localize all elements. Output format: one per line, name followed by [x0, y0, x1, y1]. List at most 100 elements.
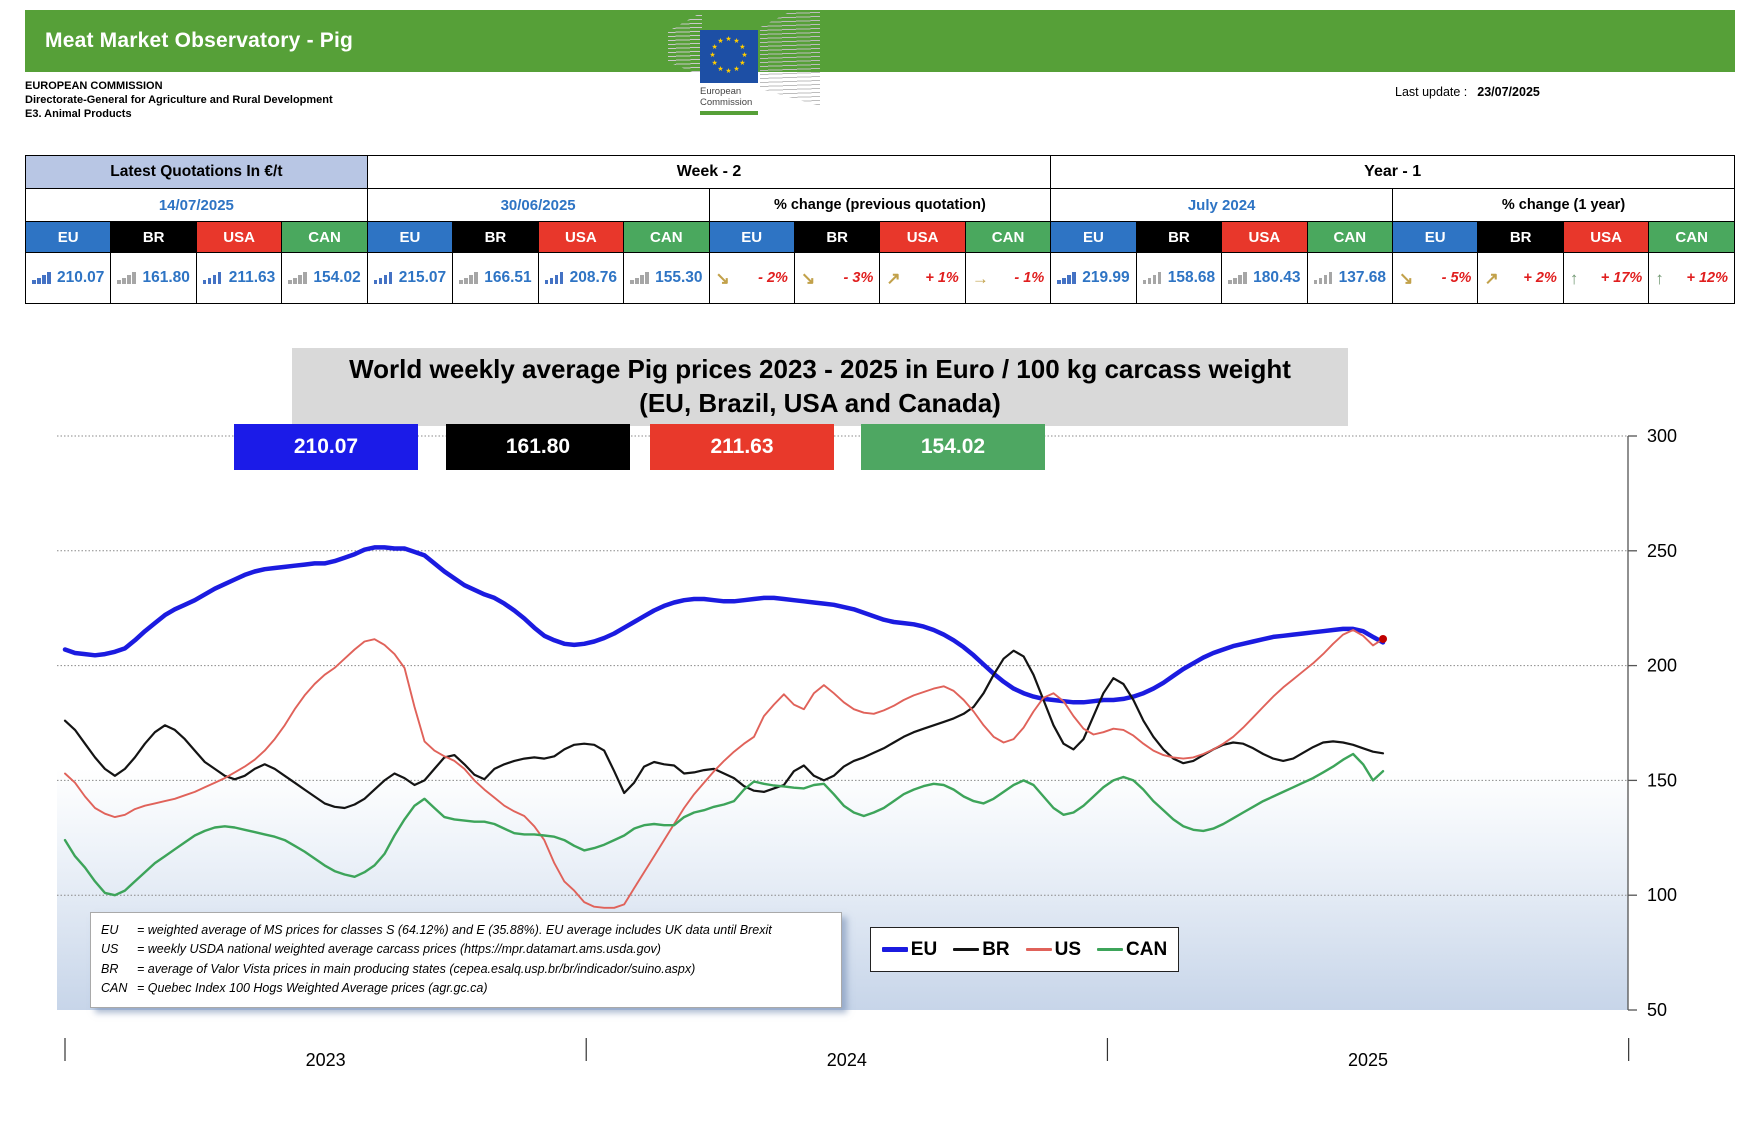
logo-underline: [700, 111, 758, 115]
legend-item-br: BR: [953, 938, 1010, 961]
footnote-row: BR = average of Valor Vista prices in mai…: [101, 960, 831, 979]
legend-item-can: CAN: [1097, 939, 1167, 961]
country-header-can: CAN: [623, 221, 710, 253]
legend-label: CAN: [1126, 938, 1168, 960]
bar-icon-segment: [373, 280, 378, 284]
percent-change-value: + 12%: [1686, 270, 1728, 286]
quote-cell-content: 137.68: [1309, 269, 1391, 287]
country-header-usa: USA: [879, 221, 966, 253]
eu-star-icon: ★: [717, 65, 724, 73]
quote-cell: 154.02: [281, 252, 368, 304]
country-header-can: CAN: [1648, 221, 1735, 253]
legend-line-swatch: [881, 947, 908, 952]
y-axis-label: 150: [1647, 770, 1677, 790]
footnote-text: = weekly USDA national weighted average …: [137, 942, 661, 957]
bar-icon-segment: [645, 272, 649, 284]
country-header-can: CAN: [1306, 221, 1394, 253]
bar-icon-segment: [474, 272, 478, 284]
bar-icon-segment: [1228, 280, 1232, 284]
bar-icon-segment: [288, 280, 292, 284]
sub-header: 30/06/2025: [366, 188, 710, 222]
mini-bar-chart-icon: [373, 272, 393, 284]
price-badge-usa: 211.63: [650, 424, 834, 470]
quote-cell: 166.51: [452, 252, 539, 304]
quote-cell-content: 219.99: [1052, 269, 1134, 287]
quote-cell: 161.80: [110, 252, 197, 304]
bar-icon-segment: [388, 272, 393, 284]
country-header-eu: EU: [24, 221, 112, 253]
bar-icon-segment: [122, 278, 126, 284]
legend-label: US: [1054, 938, 1082, 960]
quote-value: 154.02: [313, 269, 361, 286]
quote-cell: ↗ + 2%: [1477, 252, 1564, 304]
arrow-up-green-icon: ↑: [1569, 268, 1579, 288]
quote-cell-content: ↘ - 5%: [1394, 270, 1476, 287]
footnote-abbr: BR: [101, 961, 119, 976]
footnote-text: = Quebec Index 100 Hogs Weighted Average…: [137, 981, 488, 996]
quote-cell: 180.43: [1221, 252, 1308, 304]
legend-item-eu: EU: [881, 939, 937, 961]
y-axis-label: 250: [1647, 541, 1677, 561]
mini-bar-chart-icon: [288, 272, 307, 284]
chart-title-line1: World weekly average Pig prices 2023 - 2…: [349, 354, 1291, 384]
quote-cell: 211.63: [195, 252, 283, 304]
last-update: Last update : 23/07/2025: [1395, 85, 1540, 99]
bar-icon-segment: [549, 278, 554, 284]
quote-cell: 210.07: [24, 252, 112, 304]
mini-bar-chart-icon: [544, 272, 564, 284]
country-header-br: BR: [110, 221, 197, 253]
mini-bar-chart-icon: [32, 272, 51, 284]
percent-change-value: - 5%: [1441, 270, 1472, 286]
mini-bar-chart-icon: [117, 272, 136, 284]
european-commission-logo: ★ ★ ★ ★ ★ ★ ★ ★ ★ ★ ★ ★ European Commission: [662, 8, 832, 120]
footnote-text: = average of Valor Vista prices in main …: [137, 961, 696, 976]
eu-star-icon: ★: [711, 44, 718, 51]
legend-line-swatch: [1025, 948, 1052, 951]
quote-cell-content: ↘ - 2%: [711, 270, 793, 287]
eu-star-icon: ★: [739, 44, 746, 51]
mini-bar-chart-icon: [1228, 272, 1247, 284]
quote-value: 155.30: [655, 269, 703, 286]
bar-icon-segment: [217, 272, 222, 284]
country-header-br: BR: [1477, 221, 1564, 253]
bar-icon-segment: [383, 275, 388, 284]
quote-cell: 208.76: [537, 252, 625, 304]
footnote-abbr: CAN: [101, 981, 128, 996]
country-header-usa: USA: [1562, 221, 1650, 253]
eu-star-icon: ★: [709, 52, 716, 59]
footnote-abbr: US: [101, 942, 119, 957]
bar-icon-segment: [554, 275, 559, 284]
bar-icon-segment: [1157, 272, 1162, 284]
country-header-can: CAN: [964, 221, 1052, 253]
quote-cell: 155.30: [623, 252, 710, 304]
last-update-label: Last update :: [1395, 85, 1468, 99]
legend-line-swatch: [1097, 948, 1124, 951]
y-axis-label: 50: [1647, 1000, 1667, 1020]
arrow-right-icon: →: [971, 268, 989, 288]
legend-label: BR: [982, 938, 1010, 960]
quote-cell: ↑ + 17%: [1562, 252, 1650, 304]
quote-cell-content: 158.68: [1138, 269, 1220, 287]
quote-value: 158.68: [1167, 269, 1216, 286]
country-header-usa: USA: [195, 221, 283, 253]
bar-icon-segment: [1057, 280, 1061, 284]
bar-icon-segment: [378, 278, 383, 284]
quote-cell: 137.68: [1306, 252, 1394, 304]
price-line-can: [63, 752, 1385, 897]
table-country-row: EU BR USA CAN EU BR USA CAN EU BR USA CAN EU BR USA CAN…: [24, 221, 1735, 253]
percent-change-value: + 1%: [925, 270, 959, 286]
bar-icon-segment: [459, 280, 463, 284]
percent-change-value: - 2%: [758, 270, 788, 286]
quote-cell-content: ↘ - 3%: [796, 270, 878, 287]
eu-star-icon: ★: [741, 52, 748, 59]
series-end-marker: [1379, 634, 1388, 643]
percent-change-value: - 3%: [843, 270, 874, 286]
quote-cell: ↑ + 12%: [1648, 252, 1735, 304]
footnote-box: EU = weighted average of MS prices for cl…: [90, 912, 842, 1008]
mini-bar-chart-icon: [459, 272, 478, 284]
bar-icon-segment: [212, 275, 217, 284]
country-header-can: CAN: [281, 221, 368, 253]
bar-icon-segment: [1318, 278, 1323, 284]
price-badge-can: 154.02: [861, 424, 1045, 470]
country-header-br: BR: [1135, 221, 1223, 253]
